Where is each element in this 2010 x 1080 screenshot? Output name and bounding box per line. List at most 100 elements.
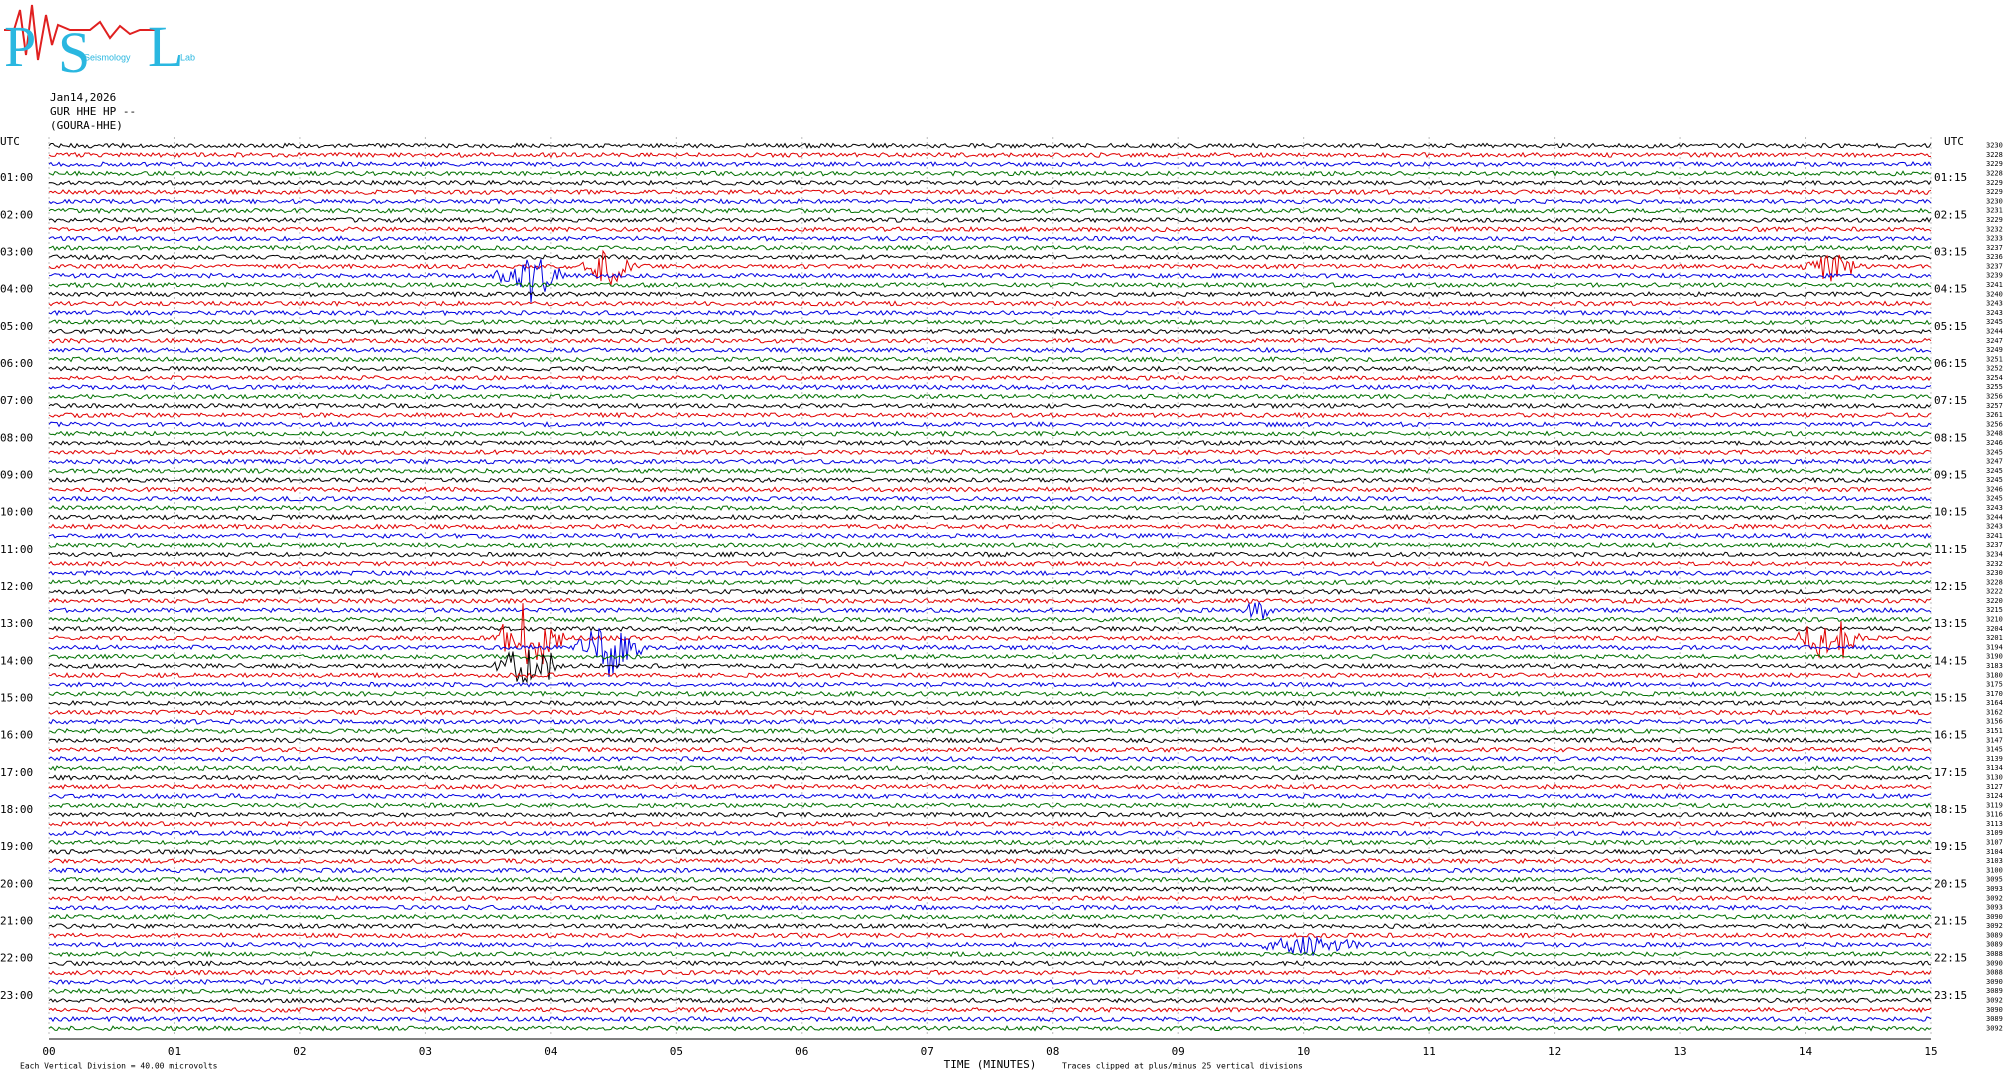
logo-letter: P [4, 14, 36, 79]
trace-mean: 3257 [1986, 402, 2003, 410]
trace [48, 746, 1932, 753]
trace-mean: 3147 [1986, 736, 2003, 744]
trace-mean: 3251 [1986, 355, 2003, 363]
x-tick-label: 03 [419, 1045, 432, 1058]
right-hour-label: 04:15 [1934, 283, 1967, 296]
logo-wave [4, 4, 160, 61]
trace-mean: 3194 [1986, 643, 2003, 651]
trace-mean: 3237 [1986, 541, 2003, 549]
trace [48, 142, 1932, 149]
trace-mean: 3215 [1986, 606, 2003, 614]
trace [48, 421, 1932, 428]
trace-mean: 3236 [1986, 253, 2003, 261]
trace [48, 281, 1932, 289]
trace [48, 486, 1932, 493]
right-hour-label: 22:15 [1934, 952, 1967, 965]
trace [48, 601, 1932, 620]
trace-mean: 3089 [1986, 941, 2003, 949]
trace-mean: 3256 [1986, 393, 2003, 401]
logo-word: Seismology [84, 52, 131, 62]
trace [48, 894, 1932, 902]
left-hour-label: 02:00 [0, 208, 33, 221]
right-hour-label: 23:15 [1934, 989, 1967, 1002]
right-hour-label: 10:15 [1934, 506, 1967, 519]
trace-mean: 3092 [1986, 894, 2003, 902]
left-hour-label: 03:00 [0, 246, 33, 259]
trace-mean: 3229 [1986, 179, 2003, 187]
trace [48, 978, 1932, 986]
left-hour-label: 01:00 [0, 171, 33, 184]
trace [48, 649, 1932, 684]
trace-mean: 3233 [1986, 235, 2003, 243]
trace [48, 923, 1932, 930]
trace [48, 839, 1932, 846]
left-hour-label: 17:00 [0, 766, 33, 779]
x-tick-label: 02 [293, 1045, 306, 1058]
left-hour-label: 15:00 [0, 692, 33, 705]
trace [48, 830, 1932, 837]
trace-mean: 3113 [1986, 820, 2003, 828]
left-hour-label: 10:00 [0, 506, 33, 519]
trace [48, 365, 1932, 372]
trace-mean: 3116 [1986, 811, 2003, 819]
x-tick-label: 09 [1172, 1045, 1185, 1058]
trace-mean: 3230 [1986, 569, 2003, 577]
station: GUR HHE HP -- [50, 105, 136, 118]
right-hour-label: 11:15 [1934, 543, 1967, 556]
trace-mean: 3254 [1986, 374, 2003, 382]
trace [48, 514, 1932, 521]
trace [48, 151, 1932, 159]
left-hour-label: 12:00 [0, 580, 33, 593]
trace-mean: 3090 [1986, 978, 2003, 986]
left-hour-label: 11:00 [0, 543, 33, 556]
trace [48, 467, 1932, 475]
trace-mean: 3210 [1986, 616, 2003, 624]
trace [48, 235, 1932, 242]
trace [48, 476, 1932, 484]
trace-mean: 3090 [1986, 1006, 2003, 1014]
trace [48, 249, 1932, 287]
trace [48, 216, 1932, 224]
trace-mean: 3089 [1986, 1015, 2003, 1023]
trace-mean: 3246 [1986, 485, 2003, 493]
logo-letter: L [148, 14, 183, 79]
trace-mean: 3229 [1986, 160, 2003, 168]
trace-mean: 3237 [1986, 244, 2003, 252]
trace [48, 969, 1932, 976]
trace [48, 300, 1932, 307]
trace-mean: 3241 [1986, 281, 2003, 289]
trace-mean: 3248 [1986, 430, 2003, 438]
trace [48, 603, 1932, 665]
trace [48, 867, 1932, 874]
left-hour-label: 14:00 [0, 654, 33, 667]
x-tick-label: 05 [670, 1045, 683, 1058]
trace [48, 393, 1932, 400]
trace-mean: 3090 [1986, 913, 2003, 921]
trace-mean: 3109 [1986, 829, 2003, 837]
x-tick-label: 00 [42, 1045, 55, 1058]
trace [48, 987, 1932, 995]
trace-mean: 3228 [1986, 151, 2003, 159]
trace-mean: 3245 [1986, 495, 2003, 503]
trace-mean: 3170 [1986, 690, 2003, 698]
x-tick-label: 07 [921, 1045, 934, 1058]
trace [48, 560, 1932, 567]
trace-mean: 3243 [1986, 309, 2003, 317]
trace [48, 448, 1932, 456]
left-hour-label: 22:00 [0, 952, 33, 965]
trace [48, 259, 1932, 303]
trace [48, 225, 1932, 233]
left-hour-label: 07:00 [0, 394, 33, 407]
trace-mean: 3119 [1986, 801, 2003, 809]
right-hour-label: 17:15 [1934, 766, 1967, 779]
trace-mean: 3092 [1986, 922, 2003, 930]
trace-mean: 3190 [1986, 653, 2003, 661]
left-hour-label: 06:00 [0, 357, 33, 370]
trace [48, 783, 1932, 790]
trace-mean: 3092 [1986, 996, 2003, 1004]
trace-mean: 3124 [1986, 792, 2003, 800]
trace-mean: 3220 [1986, 597, 2003, 605]
trace-mean: 3134 [1986, 764, 2003, 772]
x-tick-label: 08 [1046, 1045, 1059, 1058]
